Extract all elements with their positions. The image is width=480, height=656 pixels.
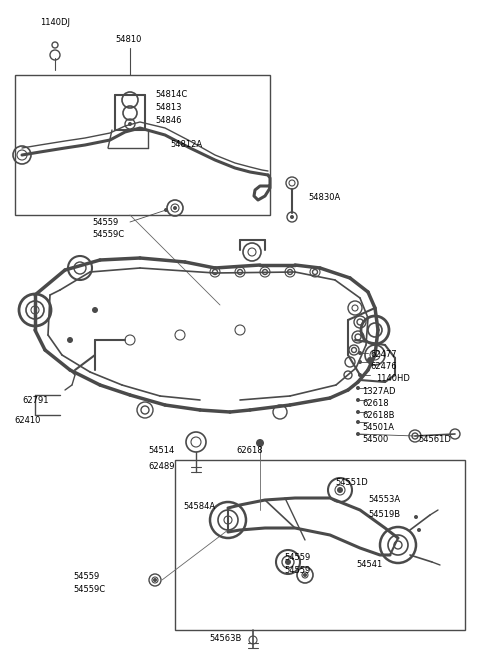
Circle shape	[358, 351, 362, 355]
Circle shape	[164, 208, 168, 212]
Circle shape	[356, 420, 360, 424]
Circle shape	[285, 559, 291, 565]
Text: 54814C: 54814C	[155, 90, 187, 99]
Circle shape	[128, 122, 132, 126]
Text: 54559: 54559	[284, 553, 310, 562]
Text: 54559: 54559	[73, 572, 99, 581]
Bar	[175, 460, 465, 630]
Text: 54584A: 54584A	[183, 502, 215, 511]
Circle shape	[153, 578, 157, 582]
Circle shape	[356, 410, 360, 414]
Circle shape	[356, 386, 360, 390]
Text: 54551D: 54551D	[335, 478, 368, 487]
Text: 54812A: 54812A	[170, 140, 202, 149]
Circle shape	[367, 357, 373, 363]
Text: 54830A: 54830A	[308, 193, 340, 202]
Text: 62618: 62618	[362, 399, 389, 408]
Text: 62410: 62410	[14, 416, 40, 425]
Text: 54810: 54810	[115, 35, 142, 44]
Text: 54846: 54846	[155, 116, 181, 125]
Circle shape	[414, 515, 418, 519]
Circle shape	[417, 528, 421, 532]
Circle shape	[337, 487, 343, 493]
Text: 62618B: 62618B	[362, 411, 395, 420]
Text: 62489: 62489	[148, 462, 175, 471]
Circle shape	[303, 573, 307, 577]
Circle shape	[67, 337, 73, 343]
Text: 54563B: 54563B	[209, 634, 241, 643]
Circle shape	[290, 215, 294, 219]
Text: 54559C: 54559C	[92, 230, 124, 239]
Text: 62791: 62791	[22, 396, 48, 405]
Circle shape	[358, 360, 362, 364]
Text: 54541: 54541	[356, 560, 382, 569]
Text: 54559: 54559	[284, 566, 310, 575]
Text: 54500: 54500	[362, 435, 388, 444]
Text: 54553A: 54553A	[368, 495, 400, 504]
Text: 62477: 62477	[370, 350, 396, 359]
Circle shape	[256, 439, 264, 447]
Circle shape	[173, 206, 177, 210]
Bar	[15, 75, 270, 215]
Text: 54514: 54514	[148, 446, 174, 455]
Circle shape	[356, 398, 360, 402]
Text: 54559: 54559	[92, 218, 118, 227]
Text: 1140HD: 1140HD	[376, 374, 410, 383]
Circle shape	[358, 373, 362, 377]
Text: 1327AD: 1327AD	[362, 387, 396, 396]
Text: 54559C: 54559C	[73, 585, 105, 594]
Text: 54519B: 54519B	[368, 510, 400, 519]
Text: 1140DJ: 1140DJ	[40, 18, 70, 27]
Text: 62476: 62476	[370, 362, 396, 371]
Text: 54501A: 54501A	[362, 423, 394, 432]
Text: 62618: 62618	[236, 446, 263, 455]
Text: 54813: 54813	[155, 103, 181, 112]
Circle shape	[356, 432, 360, 436]
Text: 54561D: 54561D	[418, 435, 451, 444]
Circle shape	[92, 307, 98, 313]
